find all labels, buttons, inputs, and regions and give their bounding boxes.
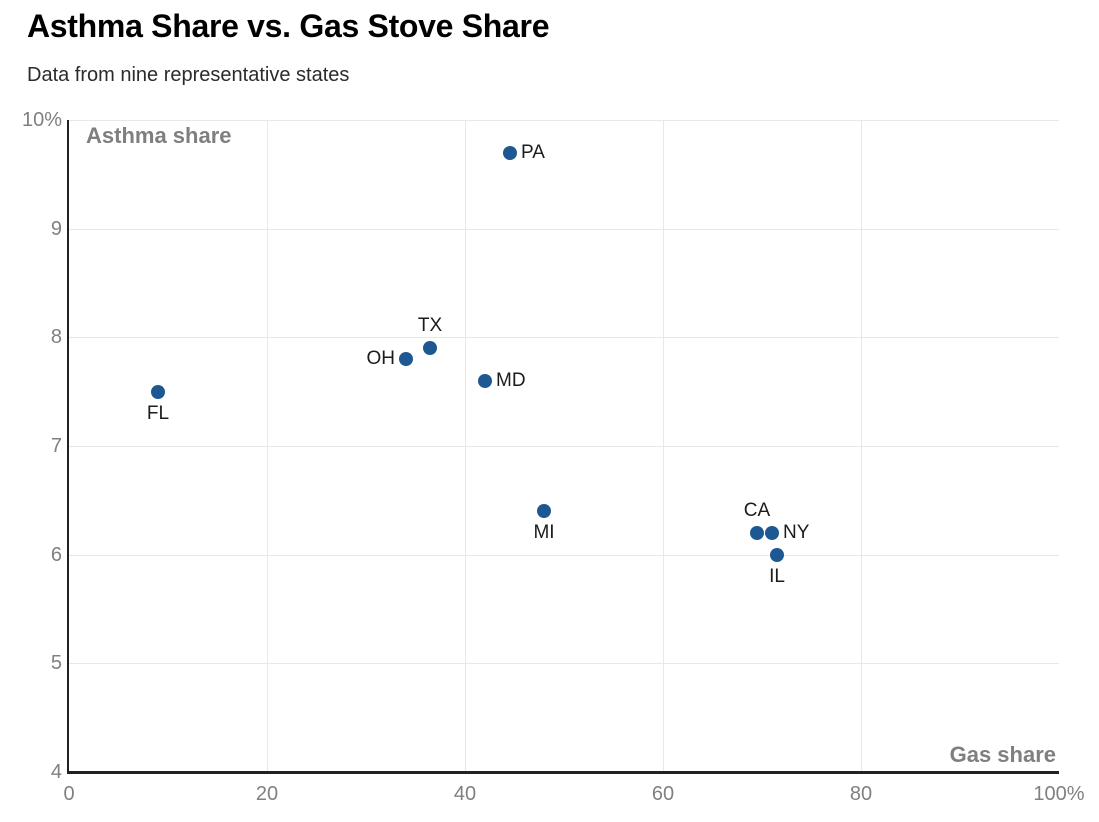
point-IL xyxy=(770,548,784,562)
gridline-vertical-60 xyxy=(663,120,664,772)
gridline-horizontal-6 xyxy=(69,555,1059,556)
x-tick-label-20: 20 xyxy=(255,783,279,805)
point-MI xyxy=(537,504,551,518)
x-tick-label-80: 80 xyxy=(849,783,873,805)
point-label-CA: CA xyxy=(743,500,771,521)
y-tick-label-7: 7 xyxy=(50,435,62,457)
gridline-horizontal-5 xyxy=(69,663,1059,664)
point-label-IL: IL xyxy=(769,566,785,587)
point-label-MI: MI xyxy=(533,522,555,543)
y-tick-label-4: 4 xyxy=(50,761,62,783)
point-label-NY: NY xyxy=(783,522,810,543)
point-MD xyxy=(478,374,492,388)
gridline-vertical-20 xyxy=(267,120,268,772)
gridline-vertical-40 xyxy=(465,120,466,772)
point-CA xyxy=(750,526,764,540)
point-TX xyxy=(423,341,437,355)
y-tick-label-8: 8 xyxy=(50,326,62,348)
x-tick-label-40: 40 xyxy=(453,783,477,805)
x-tick-label-60: 60 xyxy=(651,783,675,805)
chart-title: Asthma Share vs. Gas Stove Share xyxy=(27,8,550,44)
point-label-PA: PA xyxy=(521,142,545,163)
x-axis-line xyxy=(67,771,1059,774)
chart-subtitle: Data from nine representative states xyxy=(27,64,350,86)
point-OH xyxy=(399,352,413,366)
y-tick-label-5: 5 xyxy=(50,652,62,674)
gridline-horizontal-8 xyxy=(69,337,1059,338)
point-label-FL: FL xyxy=(146,403,170,424)
y-tick-label-10%: 10% xyxy=(21,109,62,131)
gridline-horizontal-10 xyxy=(69,120,1059,121)
point-label-MD: MD xyxy=(496,370,526,391)
x-axis-title: Gas share xyxy=(949,742,1056,767)
point-PA xyxy=(503,146,517,160)
gridline-vertical-80 xyxy=(861,120,862,772)
x-tick-label-0: 0 xyxy=(63,783,75,805)
gridline-horizontal-7 xyxy=(69,446,1059,447)
y-axis-line xyxy=(67,120,69,774)
y-axis-title: Asthma share xyxy=(86,123,232,148)
x-tick-label-100%: 100% xyxy=(1033,783,1085,805)
point-FL xyxy=(151,385,165,399)
y-tick-label-6: 6 xyxy=(50,544,62,566)
y-tick-label-9: 9 xyxy=(50,218,62,240)
point-NY xyxy=(765,526,779,540)
point-label-OH: OH xyxy=(366,348,396,369)
point-label-TX: TX xyxy=(417,315,443,336)
gridline-horizontal-9 xyxy=(69,229,1059,230)
